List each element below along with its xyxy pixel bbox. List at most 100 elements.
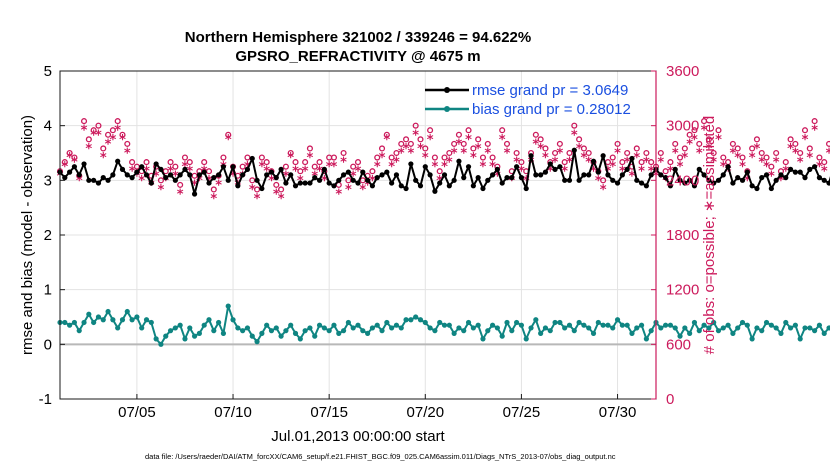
assimilated-obs-point: * bbox=[499, 133, 506, 148]
possible-obs-point bbox=[816, 154, 823, 161]
bias-point bbox=[81, 319, 87, 326]
possible-obs-point bbox=[691, 127, 698, 134]
assimilated-obs-point: * bbox=[383, 133, 390, 148]
bias-point bbox=[720, 325, 726, 331]
rmse-point bbox=[336, 177, 342, 183]
bias-point bbox=[379, 328, 385, 334]
bias-point bbox=[518, 322, 525, 328]
assimilated-obs-point: * bbox=[701, 124, 708, 139]
assimilated-obs-point: * bbox=[556, 147, 563, 162]
rmse-point bbox=[677, 177, 683, 183]
assimilated-obs-point: * bbox=[749, 151, 756, 166]
possible-obs-point bbox=[455, 131, 462, 138]
possible-obs-point bbox=[739, 154, 746, 161]
rmse-point bbox=[807, 166, 813, 172]
bias-point bbox=[826, 325, 830, 331]
y-right-axis-label: # of obs: o=possible; ∗=assimilated bbox=[701, 116, 718, 355]
assimilated-obs-point: * bbox=[667, 165, 674, 180]
assimilated-obs-point: * bbox=[595, 174, 602, 189]
bias-point bbox=[297, 336, 303, 342]
bias-point bbox=[119, 317, 126, 323]
rmse-point bbox=[533, 172, 539, 178]
bias-point bbox=[465, 319, 472, 326]
bias-point bbox=[701, 322, 707, 328]
assimilated-obs-point: * bbox=[734, 151, 741, 166]
bias-point bbox=[134, 314, 140, 320]
assimilated-obs-point: * bbox=[715, 133, 722, 148]
possible-obs-point bbox=[316, 159, 323, 166]
bias-point bbox=[562, 325, 568, 331]
rmse-point bbox=[340, 172, 347, 178]
bias-point bbox=[336, 330, 342, 336]
assimilated-obs-point: * bbox=[672, 147, 679, 162]
chart-subtitle: GPSRO_REFRACTIVITY @ 4675 m bbox=[235, 48, 480, 65]
rmse-point bbox=[71, 164, 78, 170]
assimilated-obs-point: * bbox=[600, 183, 607, 198]
possible-obs-point bbox=[825, 140, 830, 147]
bias-point bbox=[538, 330, 544, 336]
rmse-point bbox=[778, 172, 784, 178]
assimilated-obs-point: * bbox=[451, 147, 458, 162]
possible-obs-point bbox=[340, 149, 347, 157]
rmse-point bbox=[408, 161, 414, 167]
assimilated-obs-point: * bbox=[263, 165, 270, 180]
bias-point bbox=[667, 322, 674, 328]
x-tick-label: 07/05 bbox=[118, 404, 156, 421]
assimilated-obs-point: * bbox=[292, 165, 299, 180]
possible-obs-point bbox=[114, 118, 121, 125]
possible-obs-point bbox=[499, 127, 506, 134]
assimilated-obs-point: * bbox=[369, 174, 376, 189]
bias-point bbox=[677, 333, 683, 339]
bias-point bbox=[485, 328, 491, 334]
bias-point bbox=[158, 341, 164, 347]
possible-obs-point bbox=[61, 159, 68, 166]
possible-obs-point bbox=[287, 149, 294, 157]
possible-obs-point bbox=[186, 159, 193, 166]
x-tick-label: 07/30 bbox=[599, 404, 637, 421]
bias-point bbox=[614, 317, 621, 323]
rmse-point bbox=[586, 172, 592, 178]
rmse-point bbox=[552, 166, 558, 172]
bias-point bbox=[504, 319, 510, 326]
rmse-point bbox=[369, 183, 376, 189]
possible-obs-point bbox=[753, 136, 760, 143]
assimilated-obs-point: * bbox=[806, 151, 813, 166]
possible-obs-point bbox=[773, 149, 780, 157]
assimilated-obs-point: * bbox=[114, 124, 121, 139]
bias-point bbox=[105, 308, 111, 315]
possible-obs-point bbox=[225, 131, 232, 138]
assimilated-obs-point: * bbox=[321, 174, 328, 189]
bias-point bbox=[576, 319, 582, 326]
rmse-point bbox=[216, 172, 222, 178]
possible-obs-point bbox=[465, 127, 472, 134]
rmse-point bbox=[494, 166, 500, 172]
assimilated-obs-point: * bbox=[754, 142, 761, 157]
assimilated-obs-point: * bbox=[427, 133, 434, 148]
assimilated-obs-point: * bbox=[105, 137, 112, 152]
rmse-point bbox=[509, 175, 515, 181]
bias-point bbox=[759, 328, 765, 334]
legend-label-bias: bias grand pr = 0.28012 bbox=[472, 101, 631, 118]
rmse-point bbox=[619, 172, 625, 178]
possible-obs-point bbox=[787, 136, 794, 143]
assimilated-obs-point: * bbox=[364, 178, 371, 193]
assimilated-obs-point: * bbox=[648, 165, 655, 180]
bias-point bbox=[638, 322, 645, 328]
legend: rmse grand pr = 3.0649 bias grand pr = 0… bbox=[425, 82, 631, 118]
rmse-point bbox=[225, 177, 231, 183]
rmse-point bbox=[86, 177, 92, 183]
possible-obs-point bbox=[729, 140, 736, 147]
assimilated-obs-point: * bbox=[552, 156, 559, 171]
rmse-point bbox=[648, 172, 654, 178]
y-tick-label: 2 bbox=[44, 227, 52, 244]
y-right-tick-label: 2400 bbox=[666, 172, 699, 189]
rmse-point bbox=[802, 175, 808, 181]
possible-obs-point bbox=[821, 159, 828, 166]
rmse-point bbox=[590, 158, 597, 164]
rmse-point bbox=[538, 172, 544, 178]
possible-obs-point bbox=[580, 145, 587, 152]
rmse-point bbox=[105, 177, 111, 183]
rmse-point bbox=[542, 169, 549, 175]
bias-point bbox=[783, 319, 789, 326]
bias-point bbox=[528, 325, 534, 331]
